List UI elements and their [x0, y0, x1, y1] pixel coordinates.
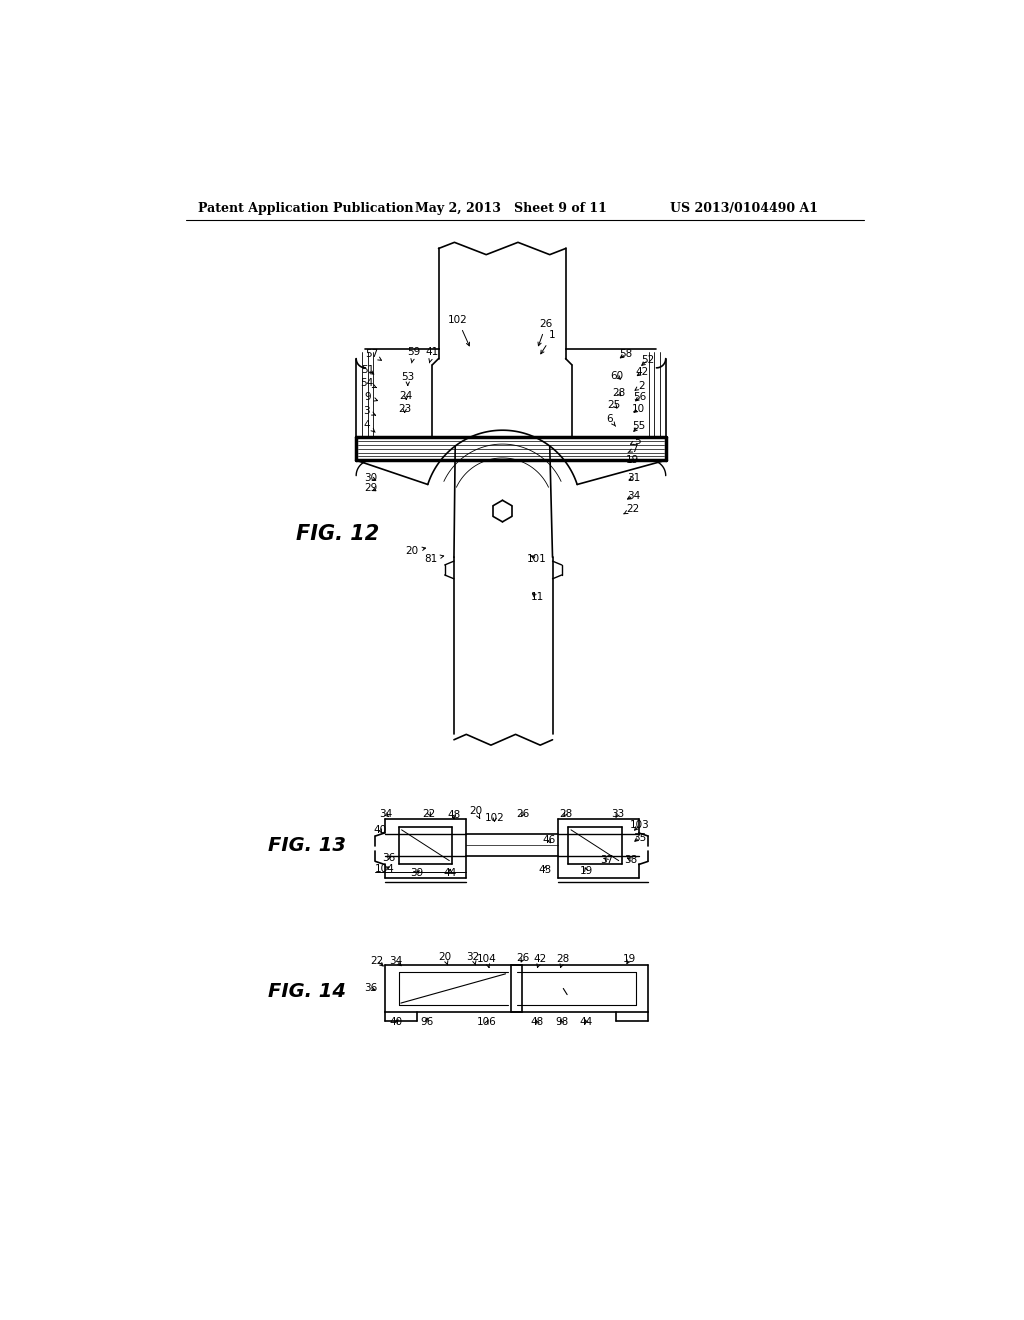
- Text: 29: 29: [365, 483, 378, 492]
- Text: 106: 106: [477, 1018, 497, 1027]
- Text: 59: 59: [408, 347, 421, 363]
- Text: 20: 20: [438, 952, 452, 965]
- Text: 42: 42: [534, 954, 547, 968]
- Text: 1: 1: [541, 330, 556, 354]
- Text: 34: 34: [627, 491, 640, 500]
- Text: 102: 102: [485, 813, 505, 822]
- Text: FIG. 12: FIG. 12: [296, 524, 379, 544]
- Text: US 2013/0104490 A1: US 2013/0104490 A1: [670, 202, 817, 215]
- Text: 9: 9: [365, 392, 378, 403]
- Text: 48: 48: [447, 810, 461, 820]
- Text: 30: 30: [365, 473, 378, 483]
- Text: 25: 25: [607, 400, 621, 409]
- Text: 23: 23: [398, 404, 412, 413]
- Text: 26: 26: [517, 953, 529, 962]
- Text: FIG. 14: FIG. 14: [267, 982, 346, 1001]
- Text: 19: 19: [623, 954, 636, 964]
- Text: 42: 42: [635, 367, 648, 378]
- Text: 98: 98: [555, 1018, 568, 1027]
- Text: 41: 41: [426, 347, 439, 363]
- Text: 2: 2: [635, 380, 645, 391]
- Text: 46: 46: [542, 834, 555, 845]
- Text: 20: 20: [469, 805, 482, 818]
- Text: 52: 52: [641, 355, 654, 366]
- Text: 36: 36: [382, 853, 395, 862]
- Text: 102: 102: [447, 315, 469, 346]
- Text: 34: 34: [380, 809, 393, 820]
- Text: 103: 103: [630, 820, 649, 830]
- Text: Patent Application Publication: Patent Application Publication: [199, 202, 414, 215]
- Text: 26: 26: [538, 319, 553, 346]
- Text: 31: 31: [627, 473, 640, 483]
- Text: 48: 48: [530, 1018, 544, 1027]
- Text: 20: 20: [406, 546, 426, 556]
- Text: May 2, 2013   Sheet 9 of 11: May 2, 2013 Sheet 9 of 11: [416, 202, 607, 215]
- Text: FIG. 13: FIG. 13: [267, 836, 346, 855]
- Text: 19: 19: [626, 455, 639, 465]
- Text: 7: 7: [628, 445, 638, 454]
- Text: 53: 53: [401, 372, 415, 385]
- Text: 81: 81: [424, 554, 443, 564]
- Text: 57: 57: [365, 348, 382, 360]
- Text: 58: 58: [620, 348, 632, 359]
- Text: 104: 104: [375, 865, 394, 874]
- Text: 44: 44: [443, 869, 457, 878]
- Text: 28: 28: [612, 388, 626, 399]
- Text: 6: 6: [606, 413, 615, 426]
- Text: 40: 40: [390, 1018, 402, 1027]
- Text: 40: 40: [374, 825, 387, 834]
- Text: 104: 104: [476, 954, 497, 968]
- Text: 36: 36: [365, 983, 378, 994]
- Text: 24: 24: [399, 391, 413, 400]
- Text: 32: 32: [467, 952, 480, 965]
- Text: 44: 44: [580, 1018, 593, 1027]
- Text: 3: 3: [364, 407, 376, 416]
- Text: 35: 35: [633, 833, 646, 842]
- Text: 19: 19: [580, 866, 593, 876]
- Text: 34: 34: [389, 956, 402, 966]
- Text: 101: 101: [527, 554, 547, 564]
- Text: 5: 5: [631, 436, 641, 446]
- Text: 39: 39: [411, 869, 424, 878]
- Text: 43: 43: [539, 865, 552, 875]
- Text: 26: 26: [517, 809, 529, 818]
- Text: 51: 51: [361, 366, 375, 375]
- Text: 11: 11: [530, 593, 544, 602]
- Text: 22: 22: [371, 956, 384, 966]
- Text: 4: 4: [364, 420, 375, 432]
- Text: 54: 54: [360, 379, 377, 388]
- Text: 60: 60: [610, 371, 624, 381]
- Text: 22: 22: [423, 809, 436, 818]
- Text: 10: 10: [632, 404, 645, 413]
- Text: 55: 55: [632, 421, 645, 432]
- Text: 38: 38: [625, 855, 638, 865]
- Text: 33: 33: [611, 809, 625, 818]
- Text: 22: 22: [624, 504, 640, 513]
- Text: 96: 96: [421, 1018, 433, 1027]
- Text: 56: 56: [634, 392, 647, 403]
- Text: 37: 37: [600, 855, 613, 865]
- Text: 28: 28: [559, 809, 572, 818]
- Text: 28: 28: [557, 954, 570, 968]
